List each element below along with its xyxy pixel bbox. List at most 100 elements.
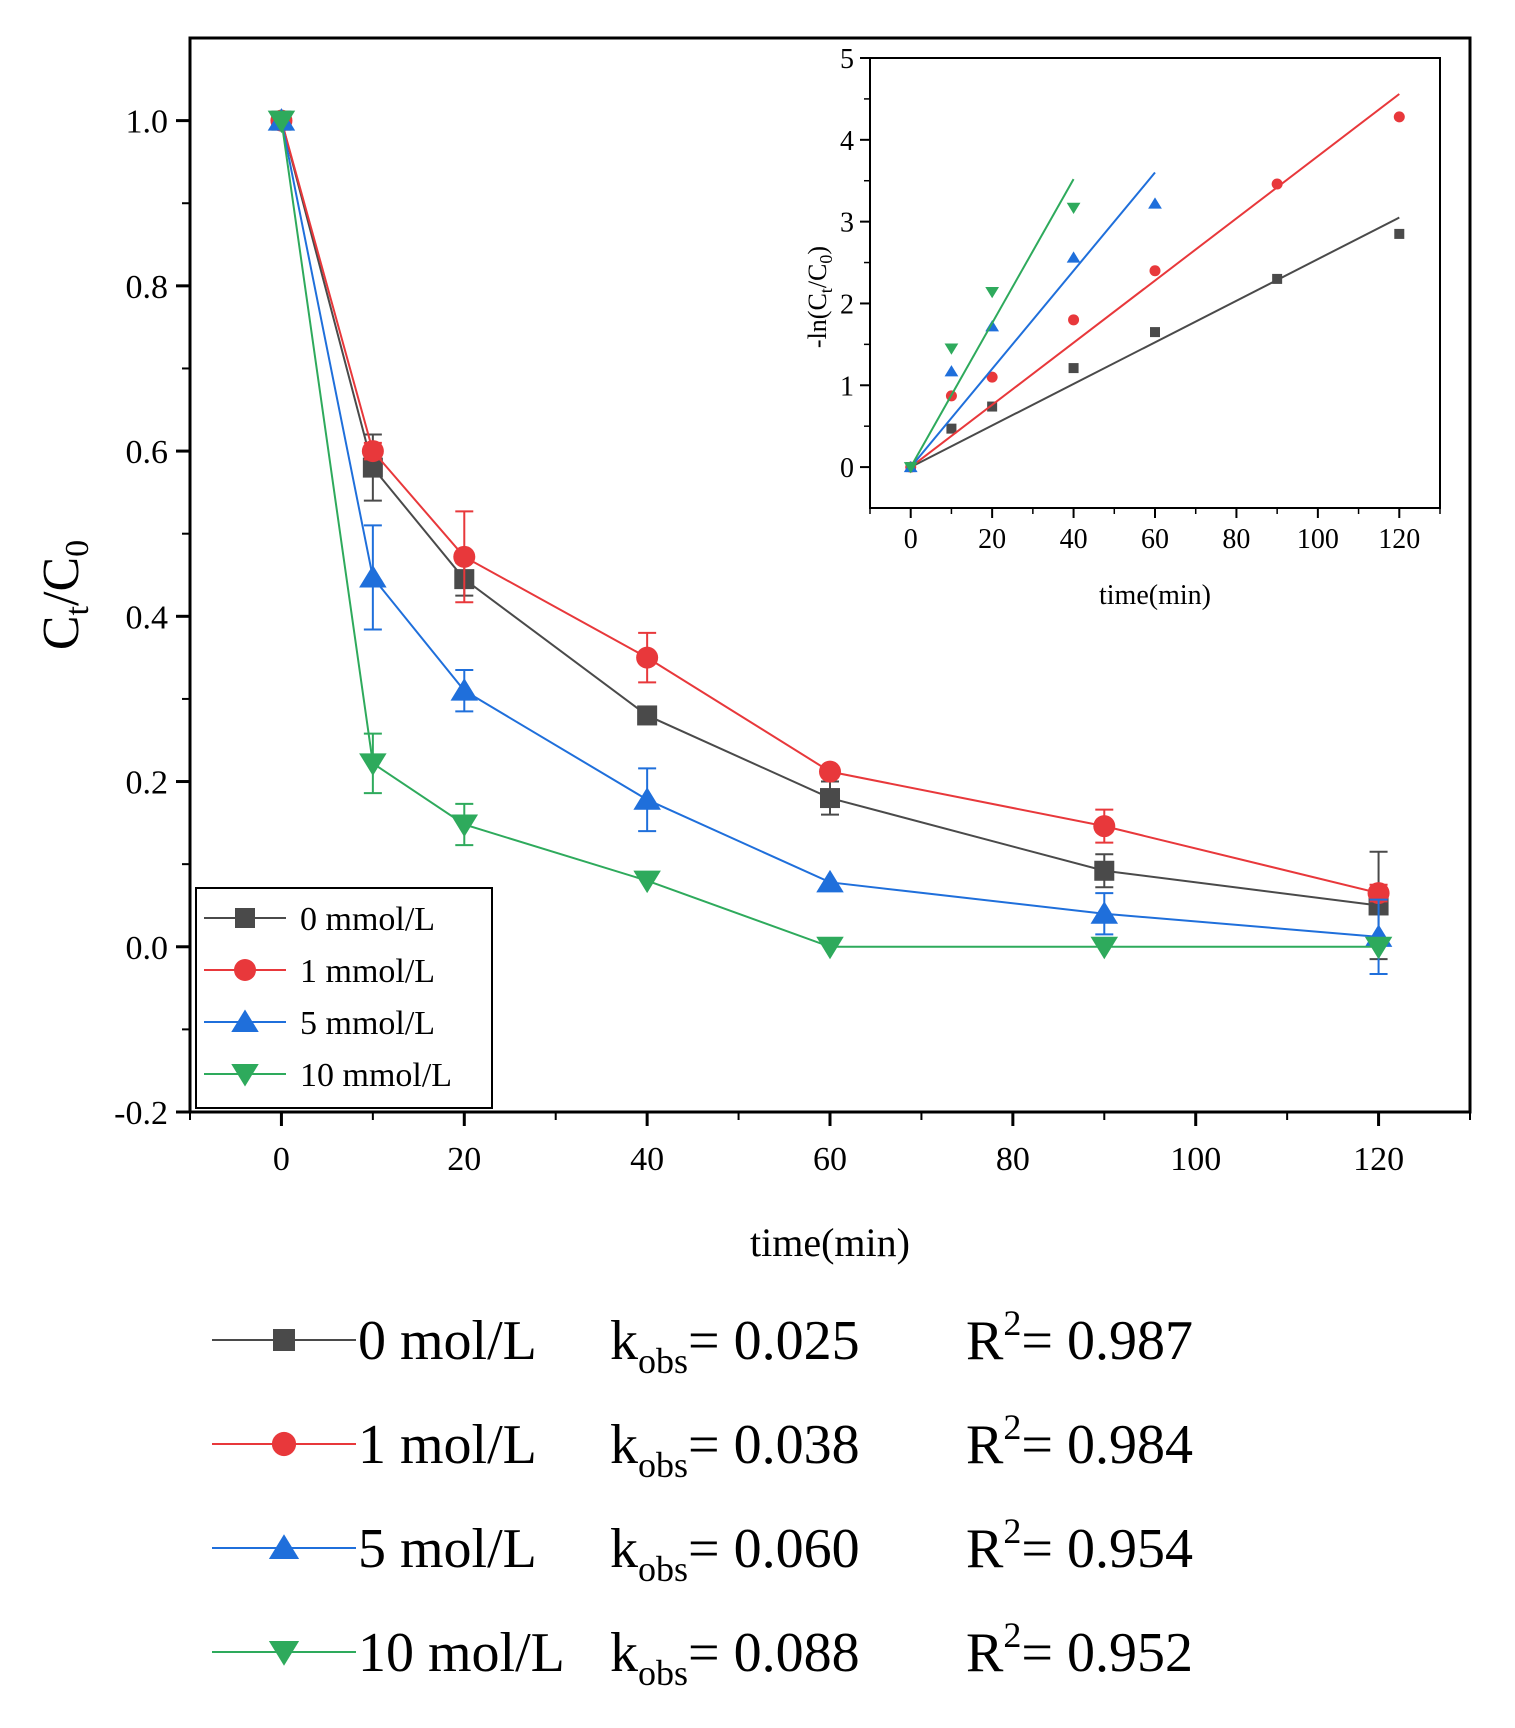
main-legend-label: 10 mmol/L — [300, 1057, 452, 1094]
main-data-point — [453, 545, 476, 568]
main-y-tick-label: 0.0 — [126, 930, 169, 967]
inset-y-tick-label: 3 — [840, 208, 854, 239]
inset-y-label-ln: -ln(C — [803, 293, 832, 348]
inset-fit-line — [910, 216, 1400, 468]
main-legend-marker — [234, 959, 256, 981]
inset-data-point — [1150, 327, 1160, 338]
main-data-point — [633, 787, 661, 810]
kinetics-r-squared: R2= 0.987 — [966, 1303, 1193, 1372]
kinetics-concentration: 1 mol/L — [358, 1414, 537, 1476]
inset-fit-line — [909, 171, 1156, 468]
kinetics-marker — [273, 1329, 295, 1351]
main-data-point — [450, 814, 479, 837]
inset-data-point — [1066, 251, 1081, 263]
kinetics-r-squared: R2= 0.954 — [966, 1511, 1193, 1580]
main-plot: 0 20 40 60 80 100 120-0.20.00.20.40.60.81.0 ti… — [33, 36, 1472, 1265]
main-x-tick-label: 80 — [996, 1141, 1030, 1178]
main-x-tick-label: 120 — [1353, 1141, 1404, 1178]
main-y-tick-label: -0.2 — [114, 1095, 168, 1132]
inset-y-label-sub-0: 0 — [816, 255, 836, 264]
main-x-tick-label: 0 — [273, 1141, 290, 1178]
main-data-point — [1367, 882, 1390, 905]
kinetics-legend: 0 mol/L kobs= 0.025 R2= 0.987 1 mol/L kobs= … — [212, 1303, 1193, 1693]
inset-y-tick-label: 0 — [840, 453, 854, 484]
main-legend-label: 1 mmol/L — [300, 953, 435, 990]
inset-x-tick-label: 60 — [1141, 524, 1169, 555]
inset-data-point — [986, 371, 998, 383]
main-data-point — [362, 457, 383, 478]
main-series-layer — [267, 108, 1393, 976]
inset-plot: 0 20 40 60 80 100 120 0 1 2 3 4 5 time(min) -ln(Ct/C… — [803, 44, 1441, 611]
inset-axis-ticks: 0 20 40 60 80 100 120 0 1 2 3 4 5 — [840, 44, 1441, 555]
inset-x-tick-label: 120 — [1378, 524, 1420, 555]
main-x-tick-label: 20 — [447, 1141, 481, 1178]
kinetics-rate-constant: kobs= 0.060 — [610, 1518, 860, 1589]
kinetics-row: 10 mol/L kobs= 0.088 R2= 0.952 — [212, 1615, 1193, 1693]
inset-data-point — [1394, 228, 1405, 239]
main-y-tick-label: 0.4 — [126, 599, 169, 636]
inset-series-2 — [903, 171, 1162, 473]
inset-data-point — [946, 423, 957, 434]
main-data-point — [1090, 936, 1119, 960]
kinetics-marker — [268, 1641, 300, 1666]
main-data-point — [359, 753, 387, 776]
inset-data-point — [944, 343, 959, 355]
kinetics-concentration: 5 mol/L — [358, 1518, 537, 1580]
main-data-point — [267, 110, 296, 134]
kinetics-row: 0 mol/L kobs= 0.025 R2= 0.987 — [212, 1303, 1193, 1381]
kinetics-rate-constant: kobs= 0.088 — [610, 1622, 860, 1693]
main-legend-marker — [231, 1064, 259, 1087]
main-data-point — [1090, 901, 1119, 924]
inset-series-1 — [905, 93, 1405, 473]
main-y-tick-label: 0.6 — [126, 434, 169, 471]
main-data-point — [820, 788, 840, 809]
kinetics-rate-constant: kobs= 0.038 — [610, 1414, 860, 1485]
inset-plot-frame — [869, 57, 1441, 509]
main-data-point — [637, 705, 658, 726]
inset-fit-line — [909, 178, 1075, 468]
inset-y-tick-label: 4 — [840, 126, 854, 157]
main-legend-label: 5 mmol/L — [300, 1005, 435, 1042]
kinetics-marker — [271, 1431, 297, 1457]
inset-y-label-close: ) — [803, 246, 832, 255]
main-data-point — [450, 678, 479, 701]
main-series-3 — [267, 110, 1393, 960]
inset-data-point — [985, 287, 1000, 299]
main-y-tick-label: 0.2 — [126, 765, 169, 802]
inset-x-tick-label: 0 — [904, 524, 918, 555]
inset-x-tick-label: 100 — [1297, 524, 1339, 555]
inset-data-point — [1068, 363, 1079, 374]
inset-data-point — [1393, 111, 1405, 123]
kinetics-concentration: 0 mol/L — [358, 1310, 537, 1372]
inset-series-3 — [903, 178, 1081, 474]
kinetics-marker — [268, 1534, 300, 1559]
main-data-point — [361, 440, 384, 463]
main-data-point — [359, 564, 387, 588]
kinetics-concentration: 10 mol/L — [358, 1622, 565, 1684]
inset-data-point — [1148, 197, 1162, 209]
main-y-axis-label: Ct/C0 — [33, 540, 96, 650]
main-y-label-slash: /C — [33, 557, 90, 606]
inset-y-tick-label: 5 — [840, 44, 854, 75]
main-x-tick-label: 40 — [630, 1141, 664, 1178]
main-legend: 0 mmol/L 1 mmol/L 5 mmol/L 10 mmol/L — [195, 887, 493, 1109]
inset-y-label-sub-t: t — [816, 288, 836, 293]
inset-x-tick-label: 40 — [1060, 524, 1088, 555]
inset-data-point — [1066, 202, 1081, 214]
inset-y-tick-label: 2 — [840, 289, 854, 320]
inset-x-tick-label: 80 — [1222, 524, 1250, 555]
inset-data-point — [1271, 178, 1283, 190]
main-legend-entry: 5 mmol/L — [204, 1005, 435, 1042]
kinetics-r-squared: R2= 0.984 — [966, 1407, 1193, 1476]
inset-y-tick-label: 1 — [840, 371, 854, 402]
main-x-tick-label: 60 — [813, 1141, 847, 1178]
main-legend-entry: 1 mmol/L — [204, 953, 435, 990]
inset-y-label-slash: /C — [803, 264, 832, 289]
inset-data-point — [944, 365, 959, 377]
main-y-tick-label: 0.8 — [126, 269, 169, 306]
main-series-1 — [270, 109, 1390, 905]
kinetics-row: 5 mol/L kobs= 0.060 R2= 0.954 — [212, 1511, 1193, 1589]
main-y-tick-label: 1.0 — [126, 104, 169, 141]
main-data-point — [816, 936, 844, 960]
